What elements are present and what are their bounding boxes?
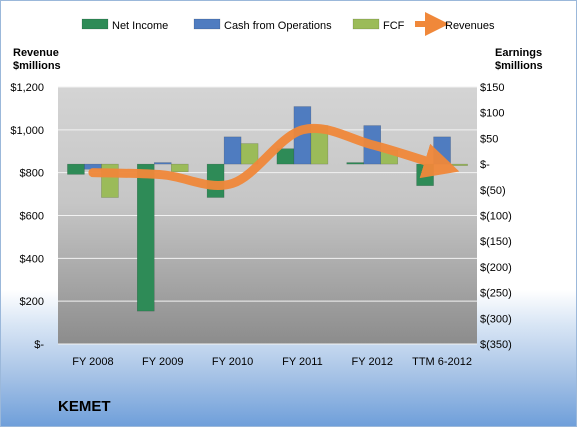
left-axis-title: $millions bbox=[13, 60, 61, 72]
bar-net-income bbox=[346, 162, 364, 165]
bar-cash-from-operations bbox=[223, 136, 242, 165]
legend-swatch bbox=[81, 18, 109, 30]
bar-fcf bbox=[240, 143, 259, 165]
right-tick-label: $(100) bbox=[480, 211, 512, 223]
left-tick-label: $1,000 bbox=[10, 125, 44, 137]
bar-cash-from-operations bbox=[154, 162, 172, 165]
right-tick-label: $150 bbox=[480, 82, 504, 94]
left-tick-label: $400 bbox=[20, 253, 44, 265]
revenue-line-layer bbox=[88, 123, 460, 191]
company-name: KEMET bbox=[58, 398, 111, 415]
legend-swatch bbox=[352, 18, 380, 30]
legend-label: Cash from Operations bbox=[224, 20, 332, 32]
revenue-line bbox=[88, 123, 460, 191]
legend-label: Net Income bbox=[112, 20, 168, 32]
right-tick-label: $(200) bbox=[480, 262, 512, 274]
legend-label: Revenues bbox=[445, 20, 495, 32]
right-axis-title: $millions bbox=[495, 60, 543, 72]
x-tick-label: FY 2008 bbox=[72, 356, 113, 368]
left-axis-ticks: $- $200 $400 $600 $800 $1,000 $1,200 bbox=[10, 82, 44, 351]
x-tick-label: FY 2010 bbox=[212, 356, 253, 368]
right-axis-title: Earnings bbox=[495, 47, 542, 59]
right-tick-label: $- bbox=[480, 159, 490, 171]
bar-fcf bbox=[171, 163, 189, 173]
right-tick-label: $100 bbox=[480, 108, 504, 120]
x-tick-label: FY 2009 bbox=[142, 356, 183, 368]
right-tick-label: $(350) bbox=[480, 339, 512, 351]
x-tick-label: TTM 6-2012 bbox=[412, 356, 472, 368]
right-tick-label: $(250) bbox=[480, 288, 512, 300]
x-tick-label: FY 2012 bbox=[352, 356, 393, 368]
bar-net-income bbox=[67, 163, 85, 175]
left-tick-label: $800 bbox=[20, 168, 44, 180]
right-axis-ticks: $(350) $(300) $(250) $(200) $(150) $(100) $(50… bbox=[480, 82, 512, 351]
left-axis-title: Revenue bbox=[13, 47, 59, 59]
bar-fcf bbox=[450, 163, 468, 166]
legend-swatch bbox=[193, 18, 221, 30]
left-tick-label: $200 bbox=[20, 296, 44, 308]
gridlines bbox=[58, 86, 477, 345]
x-axis-ticks: FY 2008 FY 2009 FY 2010 FY 2011 FY 2012 TTM 6… bbox=[72, 356, 472, 368]
x-tick-label: FY 2011 bbox=[282, 356, 323, 368]
bar-net-income bbox=[276, 148, 295, 165]
right-tick-label: $50 bbox=[480, 133, 498, 145]
bar-net-income bbox=[137, 163, 155, 312]
legend: Net Income Cash from Operations FCF Revenue… bbox=[81, 12, 495, 36]
right-tick-label: $(50) bbox=[480, 185, 506, 197]
left-tick-label: $600 bbox=[20, 211, 44, 223]
right-tick-label: $(150) bbox=[480, 236, 512, 248]
legend-label: FCF bbox=[383, 20, 405, 32]
left-tick-label: $1,200 bbox=[10, 82, 44, 94]
left-tick-label: $- bbox=[34, 339, 44, 351]
right-tick-label: $(300) bbox=[480, 313, 512, 325]
